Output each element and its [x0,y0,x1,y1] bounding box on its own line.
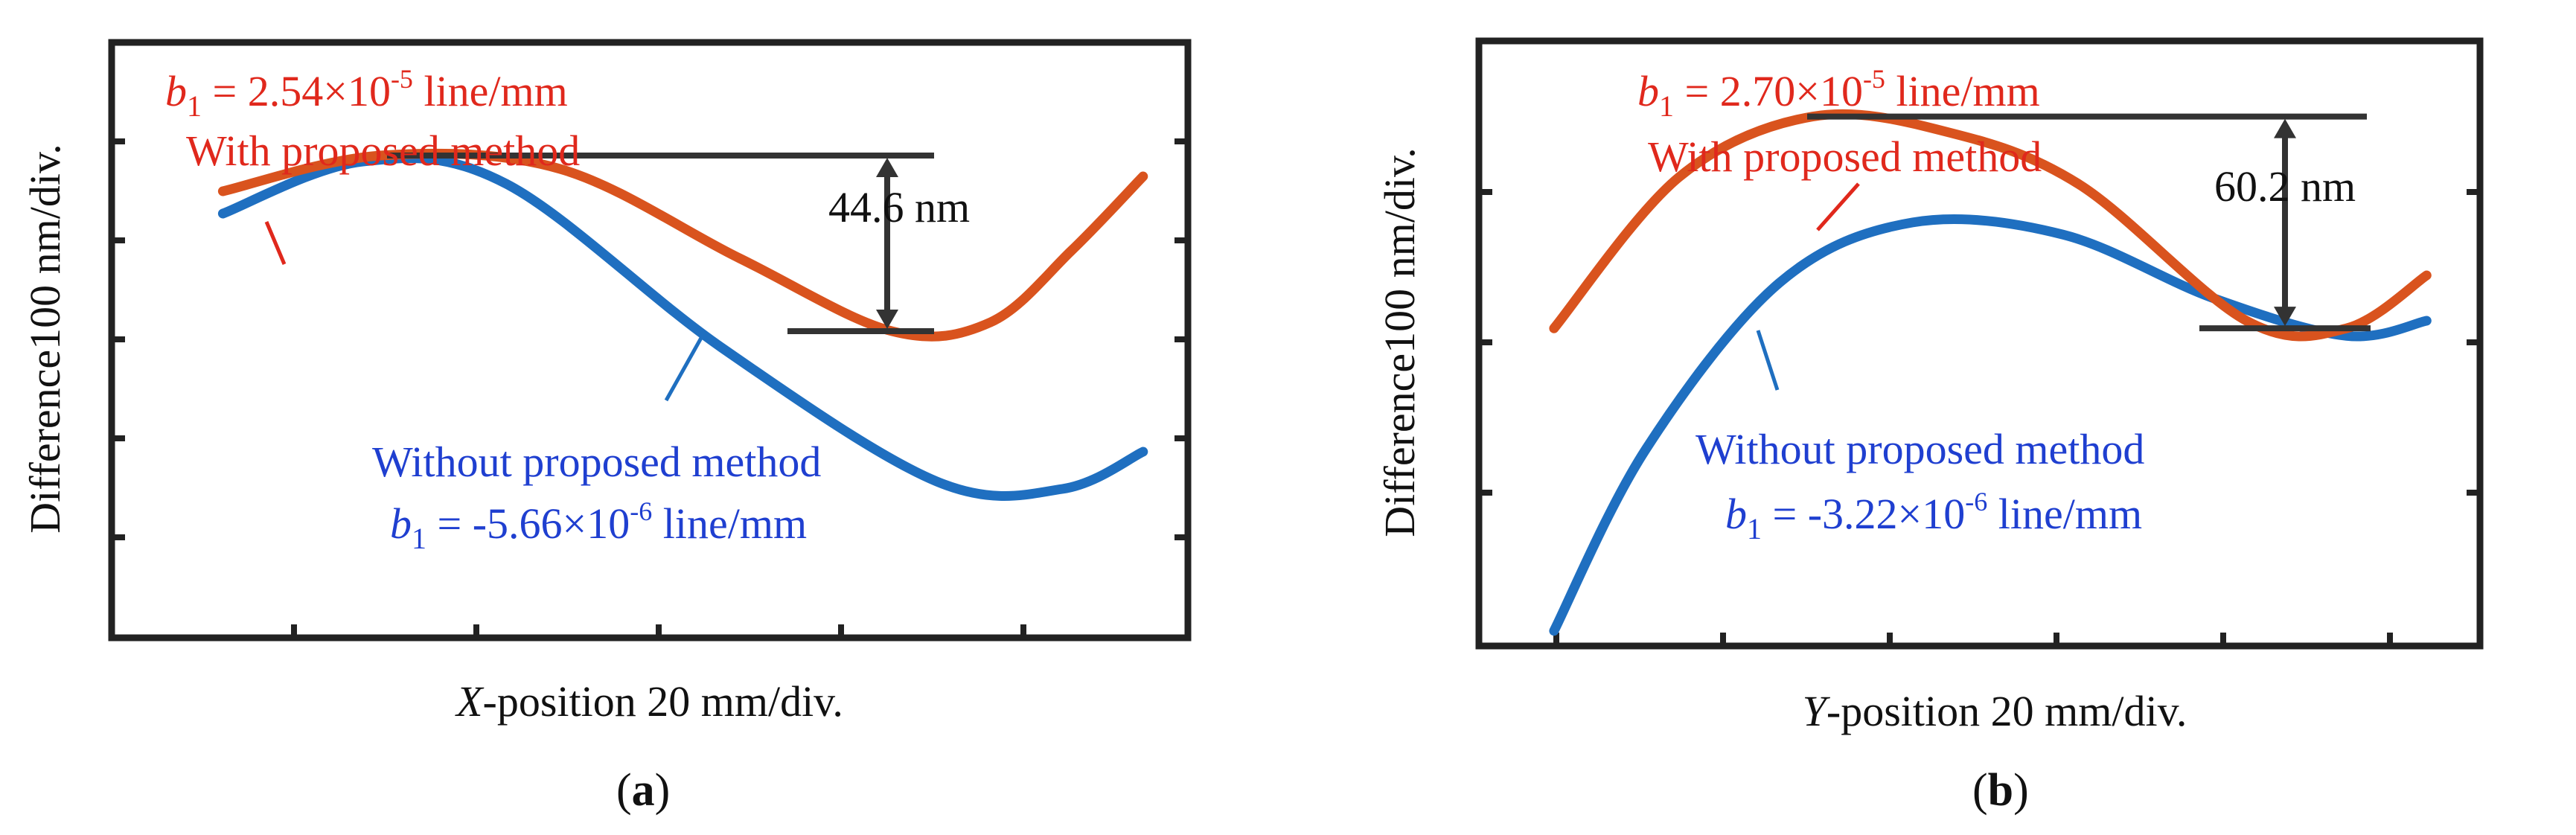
b1-space [652,499,663,548]
b1-times: × [1898,490,1923,538]
legend-label-with-method: With proposed method [1648,132,2042,181]
difference-arrow [2274,118,2296,327]
legend-label-without-method: Without proposed method [372,438,821,486]
plot-b-ticks [1479,189,2480,646]
b1-label-with-method: b1 = 2.70×10-5 line/mm [1637,64,2040,123]
difference-label: 44.6 nm [828,183,970,231]
chart-panel-a: 44.6 nm b1 = 2.54×10-5 line/mm With prop… [21,39,1192,816]
x-axis-label: Y-position 20 mm/div. [1803,687,2187,735]
paren-open: ( [616,765,632,816]
b1-sub: 1 [187,89,202,123]
y-axis-label: Difference100 nm/div. [1375,147,1424,537]
panel-letter: a [632,765,655,816]
x-axis-var: X [455,677,485,726]
x-axis-var: Y [1803,687,1831,735]
legend-label-without-method: Without proposed method [1696,425,2144,473]
leader-line-with-method [264,221,287,265]
x-axis-rest: -position 20 mm/div. [1826,687,2187,735]
b1-label-without-method: b1 = -5.66×10-6 line/mm [390,496,807,555]
legend-with-method: b1 = 2.54×10-5 line/mm With proposed met… [165,64,580,265]
b1-base: 10 [587,499,630,548]
x-axis-label: X-position 20 mm/div. [455,677,843,726]
b1-base: 10 [1820,67,1863,115]
legend-with-method: b1 = 2.70×10-5 line/mm With proposed met… [1637,64,2042,231]
b1-space [1987,490,1998,538]
y-axis-label: Difference100 nm/div. [21,144,69,533]
series-line-with-method [1549,109,2432,342]
paren-open: ( [1972,765,1988,816]
legend-without-method: Without proposed method b1 = -3.22×10-6 … [1696,330,2144,546]
b1-var: b [390,499,412,548]
plot-b-frame [1475,37,2484,650]
b1-value: = 2.54 [202,67,323,115]
legend-without-method: Without proposed method b1 = -5.66×10-6 … [372,331,821,555]
paren-close: ) [655,765,671,816]
b1-space [413,67,424,115]
b1-var: b [1725,490,1747,538]
arrow-head-up [876,158,898,177]
b1-times: × [323,67,348,115]
b1-sub: 1 [412,522,426,555]
b1-label-with-method: b1 = 2.54×10-5 line/mm [165,64,568,123]
b1-times: × [1795,67,1820,115]
arrow-head-up [2274,118,2296,138]
b1-unit: line/mm [424,67,567,115]
b1-unit: line/mm [1998,490,2142,538]
b1-space [1885,67,1896,115]
difference-arrow [876,158,898,329]
b1-sub: 1 [1747,512,1762,546]
b1-value: = -3.22 [1762,490,1898,538]
b1-unit: line/mm [1896,67,2039,115]
b1-label-without-method: b1 = -3.22×10-6 line/mm [1725,487,2142,546]
leader-line-without-method [1756,330,1780,391]
chart-panel-b: 60.2 nm b1 = 2.70×10-5 line/mm With prop… [1375,37,2484,816]
panel-label-b: (b) [1972,765,2029,816]
b1-exp: -6 [1965,487,1987,516]
b1-var: b [1637,67,1659,115]
panel-letter: b [1988,765,2013,816]
b1-base: 10 [348,67,391,115]
arrow-head-down [876,310,898,329]
leader-line-without-method [664,331,706,402]
b1-times: × [563,499,587,548]
b1-unit: line/mm [663,499,807,548]
b1-base: 10 [1922,490,1965,538]
legend-label-with-method: With proposed method [186,127,580,175]
plot-a-frame [108,39,1192,642]
leader-line-with-method [1816,182,1860,231]
b1-sub: 1 [1659,89,1674,123]
b1-exp: -6 [630,496,652,526]
series-line-with-method [217,148,1148,342]
b1-value: = -5.66 [426,499,563,548]
plot-a-ticks [112,138,1188,638]
difference-label: 60.2 nm [2214,162,2356,211]
panel-label-a: (a) [616,765,670,816]
x-axis-rest: -position 20 mm/div. [483,677,843,726]
arrow-head-down [2274,307,2296,327]
b1-exp: -5 [1863,64,1885,94]
b1-value: = 2.70 [1674,67,1795,115]
b1-var: b [165,67,187,115]
paren-close: ) [2013,765,2029,816]
b1-exp: -5 [391,64,413,94]
